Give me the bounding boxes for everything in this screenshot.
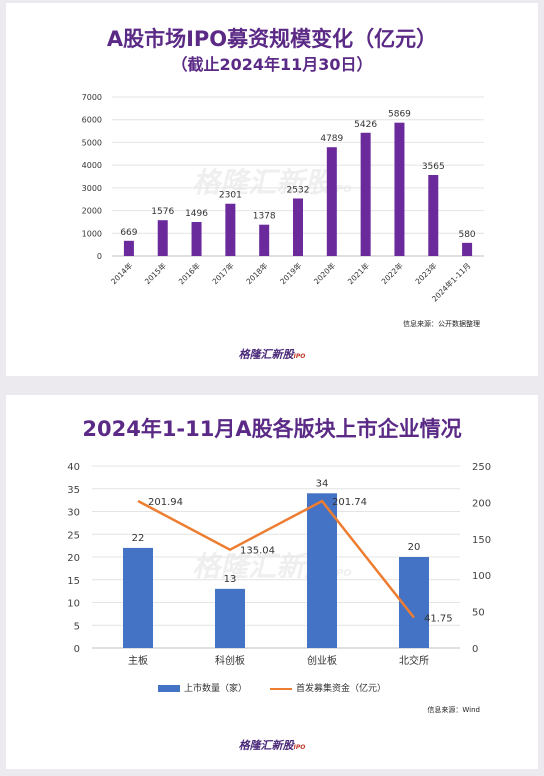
data-label: 3565 [422,162,445,172]
y-left-tick-label: 20 [67,553,80,564]
line-data-label: 41.75 [424,614,453,625]
bar [360,132,371,256]
y-tick-label: 1000 [82,229,102,238]
brand-logo: 格隆汇新股IPO [238,739,306,752]
data-label: 2532 [287,185,310,195]
chart-title: A股市场IPO募资规模变化（亿元） [106,27,438,51]
y-tick-label: 0 [97,252,102,261]
bar-data-label: 13 [224,574,237,585]
brand-logo: 格隆汇新股IPO [238,348,306,361]
data-label: 580 [458,230,475,240]
line-data-label: 135.04 [240,546,275,557]
legend-label: 上市数量（家） [184,684,248,694]
bar [307,493,337,648]
line-series [137,499,415,619]
y-left-tick-label: 25 [67,530,80,541]
legend-swatch-bar [158,685,181,692]
bar [462,242,473,256]
bar [259,224,270,256]
x-tick-label: 2015年 [142,260,168,286]
x-tick-label: 主板 [128,654,148,667]
y-left-tick-label: 30 [67,508,80,519]
data-label: 2301 [219,191,242,201]
y-left-tick-label: 0 [74,644,80,655]
bar-data-label: 22 [132,533,145,544]
x-tick-label: 北交所 [399,654,429,667]
x-tick-label: 2016年 [176,260,202,286]
chart-legend: 上市数量（家） 首发募集资金（亿元） [6,681,538,694]
bar [215,588,245,648]
data-label: 4789 [320,134,343,144]
y-right-tick-label: 250 [472,462,491,473]
board-combo-chart: 0 5 10 15 20 25 30 35 40 0 50 100 150 200 250 22 主板 13 科创板… [67,462,491,667]
x-tick-label: 2014年 [108,260,134,286]
bar [157,220,168,256]
y-left-tick-label: 10 [67,599,80,610]
bar [399,557,429,648]
bar [123,240,134,256]
source-note: 信息来源：公开数据整理 [403,320,480,328]
y-tick-label: 5000 [82,138,102,147]
legend-item-proceeds: 首发募集资金（亿元） [269,681,386,694]
x-tick-label: 2023年 [413,260,439,286]
line-data-label: 201.94 [148,497,183,508]
bar [394,122,405,257]
legend-swatch-line [269,687,292,690]
x-tick-label: 2019年 [278,260,304,286]
y-right-tick-label: 100 [472,571,491,582]
data-label: 1378 [253,212,276,222]
legend-item-listings: 上市数量（家） [158,681,247,694]
bar [428,175,439,256]
x-tick-label: 2022年 [379,260,405,286]
line-data-label: 201.74 [332,497,367,508]
y-left-tick-label: 40 [67,462,80,473]
y-right-tick-label: 50 [472,608,485,619]
y-tick-label: 7000 [82,93,102,102]
data-label: 5869 [388,110,411,120]
x-tick-label: 2020年 [311,260,337,286]
y-left-tick-label: 15 [67,576,80,587]
bar [326,147,337,256]
bar [123,547,153,648]
y-right-tick-label: 200 [472,498,491,509]
x-tick-label: 创业板 [307,654,337,667]
data-label: 1576 [151,207,174,217]
data-label: 1496 [185,209,208,219]
x-tick-label: 2018年 [244,260,270,286]
x-tick-label: 2017年 [210,260,236,286]
y-tick-label: 4000 [82,161,102,170]
y-tick-label: 3000 [82,184,102,193]
bar [191,222,202,256]
bar [293,198,303,256]
source-note: 信息来源：Wind [427,706,480,714]
legend-label: 首发募集资金（亿元） [295,684,386,694]
ipo-trend-panel: 格隆汇新股IPO A股市场IPO募资规模变化（亿元） （截止2024年11月30… [6,3,538,376]
watermark: 格隆汇新股IPO [192,166,352,199]
board-listing-panel: 格隆汇新股IPO 2024年1-11月A股各版块上市企业情况 0 5 10 15 20 2… [6,395,538,769]
y-tick-label: 2000 [82,207,102,216]
y-right-tick-label: 0 [472,644,478,655]
y-right-tick-label: 150 [472,535,491,546]
x-tick-label: 2021年 [345,260,371,286]
x-tick-label: 科创板 [215,654,245,667]
data-label: 5426 [354,120,377,130]
data-label: 669 [120,228,137,238]
bar-data-label: 34 [316,478,329,489]
y-left-tick-label: 35 [67,485,80,496]
chart-title: 2024年1-11月A股各版块上市企业情况 [82,417,462,441]
y-tick-label: 6000 [82,116,102,125]
chart-subtitle: （截止2024年11月30日） [171,55,373,74]
ipo-bar-chart: 0 1000 2000 3000 4000 5000 6000 7000 669 2014年 157… [82,93,484,304]
bar-data-label: 20 [408,542,421,553]
bar [225,203,236,256]
y-left-tick-label: 5 [74,621,80,632]
